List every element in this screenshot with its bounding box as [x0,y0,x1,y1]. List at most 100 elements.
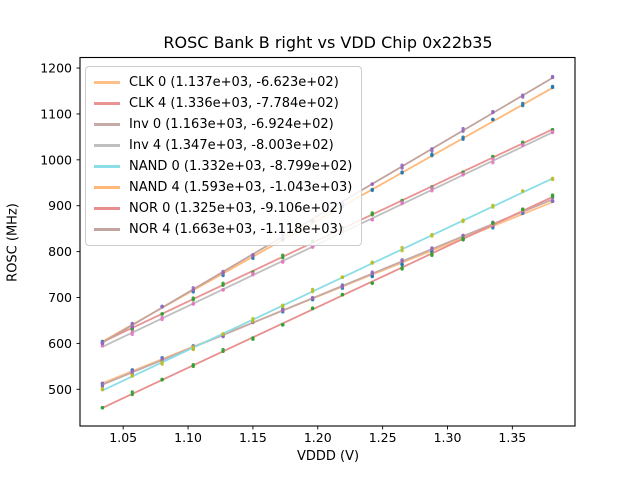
y-tick-label: 1200 [40,61,72,76]
fit-line-nor-0 [101,196,554,409]
data-point-nor-0 [130,392,134,397]
data-point-nand-4 [400,170,404,174]
data-point-nor-0 [491,221,495,225]
data-point-inv-4 [130,332,134,337]
data-point-inv-4 [461,172,465,176]
data-point-nor-4 [221,269,225,274]
data-point-nor-4 [550,74,555,79]
y-tick-label: 1000 [40,152,72,167]
x-tick-label: 1.30 [434,430,462,445]
data-point-inv-0 [100,384,105,388]
data-point-inv-0 [130,369,134,373]
data-point-inv-4 [160,317,164,322]
legend-entry-label: NAND 0 (1.332e+03, -8.799e+02) [129,159,353,174]
data-point-clk-4 [191,296,195,300]
data-point-nor-0 [221,349,225,354]
data-point-clk-4 [521,140,525,144]
y-tick-label: 600 [48,336,72,351]
legend-line-swatch [94,144,120,147]
data-point-inv-0 [310,296,315,301]
data-point-nand-0 [370,260,374,264]
legend-entry-label: Inv 4 (1.347e+03, -8.003e+02) [129,138,334,153]
data-point-nor-0 [521,207,525,211]
legend-line-swatch [94,81,120,84]
data-point-nand-4 [491,117,495,122]
data-point-nor-4 [160,305,164,309]
data-point-clk-4 [281,253,285,257]
x-tick-label: 1.05 [109,430,137,445]
data-point-nand-0 [430,232,434,237]
data-point-nor-4 [491,110,495,115]
legend-entry-label: NAND 4 (1.593e+03, -1.043e+03) [129,180,353,195]
y-tick-label: 500 [48,382,72,397]
data-point-nor-4 [100,340,105,345]
data-point-inv-4 [400,201,404,206]
data-point-nor-0 [281,323,285,327]
data-point-inv-4 [221,288,225,292]
data-point-nor-4 [251,252,255,257]
data-point-nor-0 [100,406,105,410]
data-point-clk-4 [160,312,164,316]
data-point-nand-0 [100,387,105,392]
data-point-nand-0 [340,275,345,280]
data-point-nand-0 [550,176,555,181]
legend-line-swatch [94,102,120,105]
legend-entry-label: CLK 4 (1.336e+03, -7.784e+02) [129,96,339,111]
data-point-inv-0 [430,246,434,250]
data-point-inv-0 [550,199,555,203]
x-axis-label: VDDD (V) [296,449,360,464]
data-point-inv-4 [550,129,555,134]
data-point-nand-0 [191,345,195,349]
legend-entry-inv-0: Inv 0 (1.163e+03, -6.924e+02) [94,114,352,135]
data-point-inv-0 [281,307,285,311]
data-point-inv-4 [281,259,285,264]
x-tick-label: 1.15 [239,430,267,445]
data-point-inv-4 [521,143,525,148]
data-point-nand-0 [400,248,404,253]
x-tick-label: 1.20 [304,430,332,445]
legend-entry-label: NOR 4 (1.663e+03, -1.118e+03) [129,222,343,237]
data-point-nand-4 [251,256,255,261]
data-point-nand-4 [550,85,555,90]
legend-entry-label: CLK 0 (1.137e+03, -6.623e+02) [129,75,339,90]
data-point-nand-0 [160,362,164,366]
data-point-nand-0 [251,319,255,324]
legend-line-swatch [94,186,120,189]
data-point-nor-4 [521,95,525,99]
data-point-nand-0 [521,189,525,193]
data-point-nor-0 [310,306,315,310]
data-point-clk-0 [370,274,374,279]
legend-entry-nor-0: NOR 0 (1.325e+03, -9.106e+02) [94,198,352,219]
data-point-nor-4 [370,182,374,186]
data-point-inv-4 [370,217,374,222]
data-point-inv-4 [491,157,495,161]
legend-entry-nand-0: NAND 0 (1.332e+03, -8.799e+02) [94,156,352,177]
legend-entry-label: NOR 0 (1.325e+03, -9.106e+02) [129,201,343,216]
data-point-nand-4 [521,101,525,106]
x-tick-label: 1.35 [498,430,526,445]
y-tick-label: 900 [48,198,72,213]
data-point-nor-0 [160,378,164,382]
data-point-inv-0 [400,258,404,262]
data-point-nand-0 [491,203,495,208]
x-tick-label: 1.10 [174,430,202,445]
legend-entry-inv-4: Inv 4 (1.347e+03, -8.003e+02) [94,135,352,156]
fit-line-nand-0 [101,177,554,392]
data-point-inv-4 [430,186,434,190]
data-point-clk-4 [370,211,374,215]
data-point-nand-0 [221,332,225,336]
data-point-inv-0 [461,233,465,238]
y-tick-label: 800 [48,244,72,259]
data-point-nand-0 [130,374,134,378]
legend-line-swatch [94,165,120,168]
legend-entry-label: Inv 0 (1.163e+03, -6.924e+02) [129,117,334,132]
legend-entry-nand-4: NAND 4 (1.593e+03, -1.043e+03) [94,177,352,198]
data-point-nor-4 [430,149,434,153]
data-point-inv-0 [370,270,374,274]
data-point-nand-4 [370,188,374,193]
data-point-nor-0 [191,364,195,369]
data-point-nand-4 [461,137,465,141]
y-tick-label: 1100 [40,106,72,121]
legend-line-swatch [94,207,120,210]
